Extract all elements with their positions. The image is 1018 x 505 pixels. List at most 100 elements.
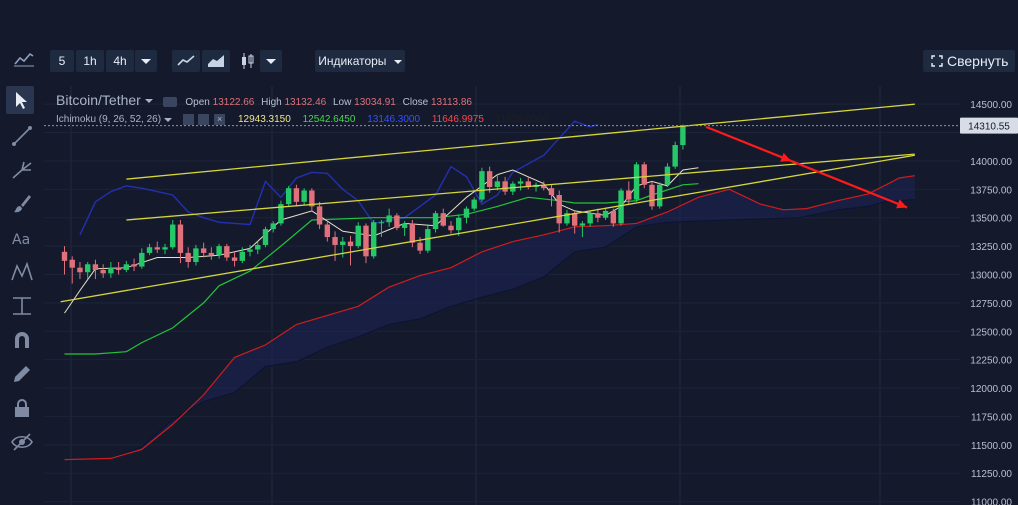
chart-canvas: 14500.00 14000.00 13750.00 13500.00 13250.00… [44,86,1018,505]
price-chart[interactable]: 14500.00 14000.00 13750.00 13500.00 13250.00… [44,86,1018,505]
close-icon[interactable]: × [214,114,226,125]
line-chart-button[interactable] [172,50,200,72]
brush-icon [14,195,31,213]
toolbar: 5 1h 4h Индикаторы Свернуть [0,48,1018,78]
chevron-down-icon [266,59,276,65]
high-label: High [261,97,282,108]
svg-text:Aa: Aa [12,232,30,248]
trendline-tool-button[interactable] [10,124,34,148]
candle-body [394,215,400,228]
candle [363,223,369,264]
candle [324,222,331,242]
pencil-tool-button[interactable] [10,362,34,386]
area-chart-icon [208,55,224,67]
candle-body [162,247,168,250]
candle [92,259,99,280]
indicators-button[interactable]: Индикаторы [315,50,405,72]
eye-icon[interactable] [162,97,177,108]
pattern-tool-button[interactable] [10,260,34,284]
current-price-badge [960,117,1018,134]
magnet-tool-button[interactable] [10,328,34,352]
candle [610,208,617,227]
candle [533,182,539,192]
low-value: 13034.91 [354,97,396,108]
candle-body [185,252,191,263]
candle [394,213,400,231]
candle [208,247,215,260]
candle-body [517,181,524,184]
candle [139,248,145,269]
candle [401,221,408,236]
arrow-line [790,159,908,209]
settings-icon[interactable] [198,114,210,125]
trendline [126,103,915,180]
candle-body [595,213,601,218]
candles-button[interactable] [238,50,258,72]
cursor-tool-button[interactable] [6,86,34,114]
candle [657,182,663,209]
candle-body [262,229,269,245]
area-chart-button[interactable] [202,50,230,72]
candle [602,207,609,220]
candle [525,176,531,190]
candle [162,243,168,255]
legend-row-indicator: Ichimoku (9, 26, 52, 26) × 12943.3150 12… [56,114,548,125]
eye-icon[interactable] [182,114,194,125]
candle [224,243,230,261]
measure-tool-button[interactable] [10,294,34,318]
candle-body [355,225,361,247]
interval-5-button[interactable]: 5 [50,50,74,72]
chevron-down-icon [163,117,172,122]
chart-type-button[interactable] [10,50,38,72]
candle-body [463,208,470,218]
chart-type-dropdown-button[interactable] [260,50,282,72]
candle [463,206,470,224]
fork-tool-button[interactable] [10,158,34,182]
brush-tool-button[interactable] [10,192,34,216]
hide-drawings-button[interactable] [10,430,34,454]
candle [486,166,493,193]
tenkan-value: 12943.3150 [237,114,291,126]
candle-body [316,206,323,225]
candle [84,262,91,280]
candle-body [541,184,547,189]
arrow-head [780,152,792,162]
interval-dropdown-button[interactable] [135,50,157,72]
candle-body [115,267,122,270]
price-tick-label: 12500.00 [970,327,1012,338]
trendline-icon [12,126,32,146]
high-value: 13132.46 [284,97,327,108]
text-tool-button[interactable]: Aa [10,226,34,250]
candle-body [131,264,137,267]
chevron-down-icon [393,59,402,64]
pair-selector[interactable]: Bitcoin/Tether [56,92,157,108]
collapse-button[interactable]: Свернуть [923,50,1015,72]
cloud-fill [64,175,915,460]
candle [633,162,640,202]
candle-body [564,213,570,224]
indicators-label: Индикаторы [318,54,387,68]
candles [61,124,686,284]
candle-body [216,246,222,256]
candle [61,246,68,275]
interval-1h-button[interactable]: 1h [76,50,104,72]
lock-tool-button[interactable] [10,396,34,420]
candle [123,260,130,273]
candle [200,242,207,258]
price-tick-label: 12000.00 [970,384,1012,395]
drawings [60,103,915,303]
candle [556,190,562,233]
candle-body [301,190,307,202]
candle-body [633,164,640,200]
candle [386,208,392,227]
candle [100,264,106,278]
candle-body [525,181,531,188]
candle-body [61,251,68,261]
candle [448,221,454,234]
indicator-name[interactable]: Ichimoku (9, 26, 52, 26) [56,114,162,126]
candle [371,219,377,259]
candle [231,251,238,267]
interval-4h-button[interactable]: 4h [106,50,134,72]
price-tick-label: 11500.00 [971,441,1012,452]
candle [641,162,647,189]
